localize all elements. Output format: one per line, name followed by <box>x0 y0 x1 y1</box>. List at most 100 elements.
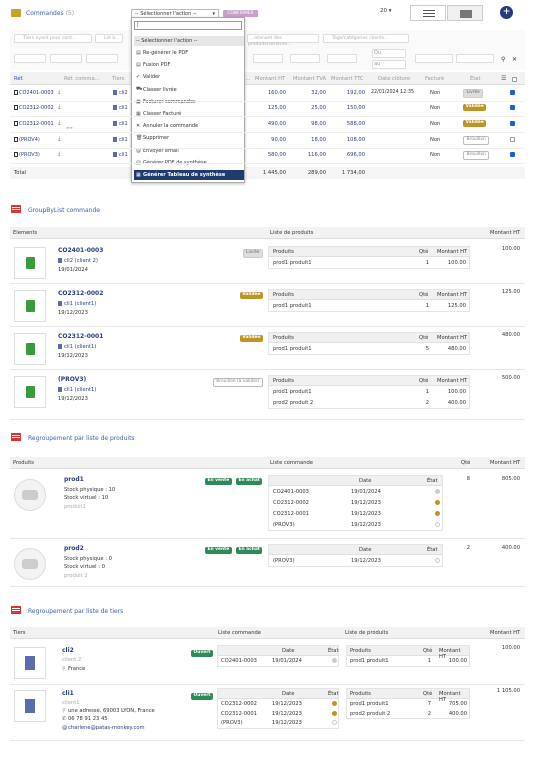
date-to-filter[interactable]: au <box>372 60 406 69</box>
check-icon: ✔ <box>136 74 141 81</box>
per-page-select[interactable]: 20 ▾ <box>380 8 392 14</box>
row-checkbox[interactable] <box>510 121 515 126</box>
order-ref[interactable]: (PROV3) <box>221 720 243 726</box>
order-ref-link[interactable]: (PROV3) <box>58 376 87 383</box>
order-date: 19/01/2024 <box>351 489 381 495</box>
download-icon[interactable]: ⤓ <box>58 89 61 95</box>
product-ref-link[interactable]: prod1 <box>64 476 84 483</box>
order-ref[interactable]: CO2312-0001 <box>273 511 309 517</box>
search-icon[interactable]: ⚲ <box>501 56 506 63</box>
order-ref[interactable]: CO2401-0003 <box>273 489 309 495</box>
tiers-name-link[interactable]: cli1 <box>62 690 74 697</box>
ttc-filter[interactable] <box>327 54 357 63</box>
order-date: 19/12/2023 <box>58 396 88 402</box>
tiers-link[interactable]: cli1 <box>119 105 128 111</box>
col-montant-ht[interactable]: Montant HT <box>255 76 286 82</box>
order-ref-link[interactable]: CO2312-0001 <box>58 333 104 340</box>
order-ref[interactable]: CO2312-0001 <box>221 710 257 717</box>
menu-item-close-icon[interactable]: ✕ Annuler la commande <box>134 121 244 131</box>
download-icon[interactable]: ⤓ <box>58 136 61 142</box>
menu-item-truck-icon[interactable]: ⛟ Classer livrée <box>134 85 244 95</box>
col-ref[interactable]: Réf. <box>14 76 24 82</box>
status-dot <box>332 701 337 706</box>
add-order-button[interactable]: + <box>500 6 513 19</box>
product-name: prod2 produit 2 <box>273 400 314 406</box>
menu-item-check-icon[interactable]: ✔ Valider <box>134 73 244 83</box>
tags-filter[interactable]: Tags/catégories clients... <box>323 34 409 43</box>
third-party-filter[interactable]: Tiers ayant pour cont... <box>14 34 92 43</box>
menu-item-email-icon[interactable]: @ Envoyer email <box>134 146 244 156</box>
sub-col-montant: Montant HT <box>437 249 468 255</box>
products-filter[interactable]: ...ntenant des produits/services... <box>247 34 319 47</box>
status-filter[interactable] <box>456 54 494 63</box>
list-view-button[interactable] <box>410 5 446 21</box>
action-search-input[interactable]: | <box>134 21 242 30</box>
menu-item-table-icon[interactable]: ▦ Générer Tableau de synthèse <box>134 170 244 180</box>
tiers-filter[interactable] <box>86 54 118 63</box>
col-montant-tva[interactable]: Montant TVA <box>293 76 327 82</box>
contact-filter[interactable]: Lié à... <box>95 34 123 43</box>
row-checkbox[interactable] <box>510 152 515 157</box>
product-ref-link[interactable]: prod2 <box>64 545 84 552</box>
tiers-name-link[interactable]: cli2 <box>62 647 74 654</box>
status-badge: Brouillon (à valider) <box>212 378 263 387</box>
menu-item-pdf-icon[interactable]: ▤ Re-générer le PDF <box>134 48 244 58</box>
download-icon[interactable]: ⤓ <box>58 104 61 110</box>
tiers-link[interactable]: cli2 <box>119 90 128 96</box>
select-all-checkbox[interactable] <box>512 77 517 82</box>
invoiced-filter[interactable] <box>415 54 453 63</box>
menu-item-invoice-icon[interactable]: ▦ Classer Facturé <box>134 109 244 119</box>
order-ref[interactable]: CO2312-0002 <box>273 500 309 506</box>
menu-item-pdf-icon[interactable]: ▤ Générer PDF de synthèse <box>134 158 244 168</box>
client-link[interactable]: cli1 (client1) <box>64 301 97 307</box>
col-date-cloture[interactable]: Date clôture <box>378 76 411 82</box>
tiers-link[interactable]: cli1 <box>119 137 128 143</box>
col-etat[interactable]: État <box>470 76 481 82</box>
close-icon[interactable]: ✕ <box>512 56 518 63</box>
ref-client-filter[interactable] <box>50 54 82 63</box>
confirm-button[interactable]: CONFIRMER <box>223 10 258 17</box>
invoiced-status: Non <box>430 121 441 127</box>
order-ref[interactable]: CO2312-0002 <box>221 701 257 707</box>
product-name: prod1 produit1 <box>350 701 389 707</box>
order-ref-link[interactable]: CO2312-0002 <box>58 290 104 297</box>
menu-item-placeholder[interactable]: -- Sélectionner l'action -- <box>134 36 244 46</box>
client-link[interactable]: cli2 (client 2) <box>64 258 98 264</box>
order-ref[interactable]: CO2401-0003 <box>221 658 257 664</box>
col-ref-commande[interactable]: Réf. comma... <box>64 76 100 82</box>
order-icon <box>14 121 18 126</box>
tiers-email-link[interactable]: charlene@patas-monkey.com <box>68 725 145 731</box>
order-ref-link[interactable]: CO2401-0003 <box>19 90 54 96</box>
download-icon[interactable]: ⤓ <box>58 151 61 157</box>
date-from-filter[interactable]: Du <box>372 49 406 58</box>
order-ref[interactable]: (PROV3) <box>273 558 295 564</box>
row-checkbox[interactable] <box>510 105 515 110</box>
col-tiers[interactable]: Tiers <box>112 76 125 82</box>
order-ref-link[interactable]: CO2312-0001 <box>19 121 54 127</box>
row-checkbox[interactable] <box>510 90 515 95</box>
product-name: prod1 produit1 <box>273 389 312 395</box>
tiers-link[interactable]: cli1 <box>119 152 128 158</box>
kanban-view-button[interactable] <box>447 5 483 21</box>
bytiers-title: Regroupement par liste de tiers <box>28 608 124 615</box>
columns-menu-icon[interactable]: ☰ <box>501 75 507 82</box>
col-montant-ttc[interactable]: Montant TTC <box>331 76 364 82</box>
download-icon[interactable]: ⤓ <box>58 120 61 126</box>
ref-filter[interactable] <box>14 54 46 63</box>
tva-filter[interactable] <box>290 54 320 63</box>
order-ref[interactable]: (PROV3) <box>273 522 295 528</box>
client-link[interactable]: cli1 (client1) <box>64 387 97 393</box>
col-facture[interactable]: Facturé <box>425 76 445 82</box>
order-ref-link[interactable]: (PROV4) <box>19 137 40 143</box>
tiers-phone[interactable]: 06 78 91 23 45 <box>68 716 108 722</box>
row-checkbox[interactable] <box>510 137 515 142</box>
menu-item-pdf-icon[interactable]: ▤ Fusion PDF <box>134 60 244 70</box>
ht-filter[interactable] <box>253 54 283 63</box>
order-ref-link[interactable]: CO2401-0003 <box>58 247 104 254</box>
client-link[interactable]: cli1 (client1) <box>64 344 97 350</box>
menu-item-trash-icon[interactable]: 🗑 Supprimer <box>134 134 244 144</box>
order-ref-link[interactable]: CO2312-0002 <box>19 105 54 111</box>
col-montant-ht: Montant HT <box>490 230 521 236</box>
tiers-link[interactable]: cli1 <box>119 121 128 127</box>
order-ref-link[interactable]: (PROV3) <box>19 152 40 158</box>
